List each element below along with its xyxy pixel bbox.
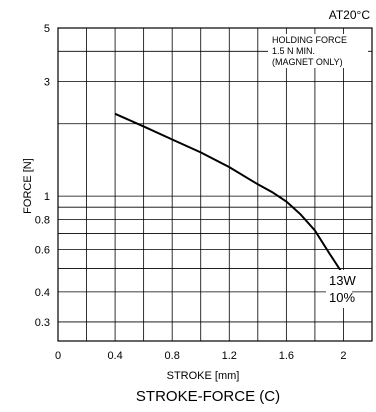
plot-frame (57, 27, 373, 342)
annotation-line-2: 1.5 N MIN. (272, 46, 315, 56)
annotation-line-1: HOLDING FORCE (272, 35, 347, 45)
series-label-background (326, 270, 352, 308)
condition-label: AT20°C (329, 8, 371, 22)
x-tick-label: 0.4 (107, 350, 122, 362)
annotation-background (268, 34, 368, 68)
x-tick-label: 0.8 (165, 350, 180, 362)
x-tick-label: 0 (55, 350, 61, 362)
annotation-line-3: (MAGNET ONLY) (272, 57, 343, 67)
x-axis-title: STROKE [mm] (167, 370, 240, 382)
x-tick-label: 1.6 (279, 350, 294, 362)
y-tick-label: 0.8 (35, 214, 50, 226)
y-tick-label: 0.6 (35, 245, 50, 257)
y-axis-title: FORCE [N] (22, 158, 34, 214)
x-tick-label: 1.2 (222, 350, 237, 362)
tick-labels: 0 0.4 0.8 1.2 1.6 2 0.3 0.4 0.6 0.8 1 3 5 (35, 23, 347, 362)
series-line-13w-10pct (114, 112, 345, 276)
y-tick-label: 0.4 (35, 287, 50, 299)
y-tick-label: 1 (44, 191, 50, 203)
chart-title: STROKE-FORCE (C) (136, 388, 280, 405)
y-tick-label: 5 (44, 23, 50, 35)
y-tick-label: 3 (44, 76, 50, 88)
series-label-line-1: 13W (329, 273, 356, 288)
grid (58, 27, 372, 341)
x-tick-label: 2 (340, 350, 346, 362)
y-tick-label: 0.3 (35, 317, 50, 329)
series-label-line-2: 10% (329, 290, 355, 305)
